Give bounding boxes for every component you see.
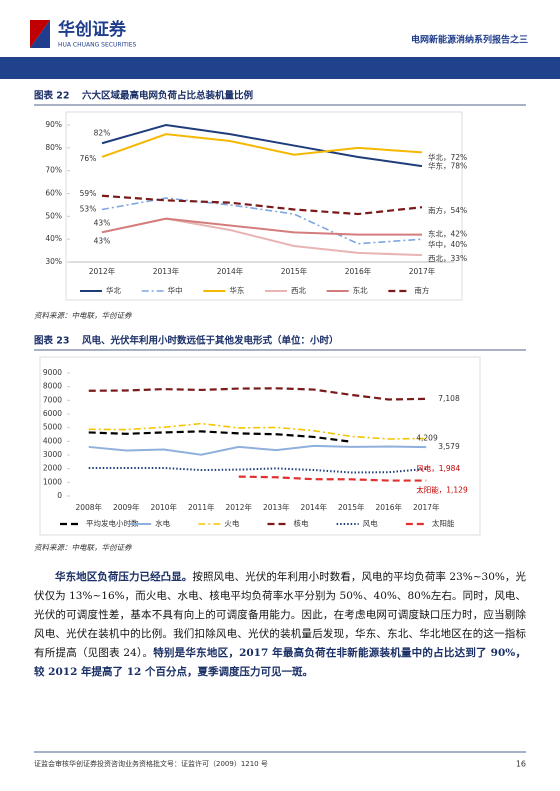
data-label: 4,209 (416, 433, 438, 442)
logo-mark (30, 20, 50, 48)
x-tick-label: 2015年 (338, 502, 365, 512)
y-tick-label: 50% (45, 211, 62, 220)
legend-label: 核电 (294, 518, 309, 528)
x-tick-label: 2017年 (413, 502, 440, 512)
legend-label: 风电 (363, 518, 378, 528)
y-tick-label: 6000 (43, 409, 62, 418)
text-run: 按照风电、光伏的年利用小时数看，风电的平均负荷率 23%~30%，光伏仅为 13… (34, 571, 526, 659)
y-tick-label: 1000 (43, 477, 62, 486)
x-tick-label: 2014年 (217, 266, 244, 276)
chart-frame (65, 111, 463, 301)
page-number: 16 (516, 760, 526, 769)
x-tick-label: 2008年 (75, 502, 102, 512)
data-label: 华中，40% (428, 239, 467, 249)
source: 资料来源：中电联，华创证券 (34, 311, 132, 320)
series-line (101, 133, 423, 158)
y-tick-label: 3000 (43, 450, 62, 459)
logo-en: HUA CHUANG SECURITIES (58, 42, 137, 49)
legend-label: 太阳能 (432, 518, 455, 528)
x-tick-label: 2012年 (89, 266, 116, 276)
x-tick-label: 2013年 (153, 266, 180, 276)
data-label: 76% (80, 154, 97, 163)
y-tick-label: 0 (57, 491, 62, 500)
data-label: 53% (80, 204, 97, 213)
y-tick-label: 40% (45, 234, 62, 243)
series-line (101, 217, 422, 236)
series-line (101, 123, 423, 168)
y-tick-label: 8000 (43, 382, 62, 391)
source: 资料来源：中电联，华创证券 (34, 543, 132, 552)
series-line (88, 387, 427, 401)
text-run: 华东地区负荷压力已经凸显。 (55, 571, 193, 583)
y-tick-label: 60% (45, 189, 62, 198)
figure-label: 图表 22 (34, 90, 70, 102)
data-label: 7,108 (438, 394, 460, 403)
series-line (88, 430, 352, 443)
x-tick-label: 2013年 (263, 502, 290, 512)
y-tick-label: 9000 (43, 368, 62, 377)
footer-license: 证监会审核华创证券投资咨询业务资格批文号：证监许可（2009）1210 号 (34, 759, 268, 768)
y-tick-label: 4000 (43, 436, 62, 445)
series-line (101, 194, 423, 216)
legend-label: 东北 (353, 285, 368, 295)
legend-label: 平均发电小时数 (86, 518, 139, 528)
y-tick-label: 5000 (43, 423, 62, 432)
data-label: 南方，54% (428, 205, 467, 215)
y-tick-label: 70% (45, 166, 62, 175)
data-label: 59% (80, 189, 97, 198)
x-tick-label: 2016年 (345, 266, 372, 276)
x-tick-label: 2009年 (113, 502, 140, 512)
data-label: 82% (94, 128, 111, 137)
data-label: 43% (94, 218, 111, 227)
figure-title: 风电、光伏年利用小时数远低于其他发电形式（单位：小时） (82, 335, 339, 347)
x-tick-label: 2015年 (281, 266, 308, 276)
legend-label: 火电 (224, 518, 239, 528)
y-tick-label: 30% (45, 257, 62, 266)
x-tick-label: 2011年 (188, 502, 215, 512)
figure-label: 图表 23 (34, 335, 70, 347)
body-paragraph: 华东地区负荷压力已经凸显。按照风电、光伏的年利用小时数看，风电的平均负荷率 23… (34, 568, 526, 682)
text-run: 特别是华东地区，2017 年最高负荷在非新能源装机量中的占比达到了 90%，较 … (34, 647, 526, 678)
logo-text: 华创证券 (58, 19, 127, 40)
figure-title: 六大区域最高电网负荷占比总装机量比例 (82, 90, 253, 102)
x-tick-label: 2012年 (225, 502, 252, 512)
legend-label: 华北 (106, 285, 121, 295)
legend-label: 西北 (291, 286, 306, 295)
x-tick-label: 2016年 (375, 502, 402, 512)
x-tick-label: 2017年 (409, 266, 436, 276)
legend-label: 华中 (168, 285, 183, 295)
data-label: 华东，78% (428, 160, 467, 170)
legend-label: 水电 (155, 518, 170, 528)
chart-frame (39, 356, 481, 536)
header-band (0, 57, 560, 79)
y-tick-label: 80% (45, 143, 62, 152)
series-line (88, 466, 427, 474)
data-label: 东北，42% (428, 229, 467, 239)
series-line (88, 444, 427, 456)
data-label: 3,579 (438, 442, 460, 451)
series-line (238, 475, 427, 482)
series-line (101, 217, 423, 257)
x-tick-label: 2014年 (300, 502, 327, 512)
series-line (101, 197, 423, 245)
report-series: 电网新能源消纳系列报告之三 (411, 34, 528, 46)
legend-label: 南方 (414, 285, 429, 295)
y-tick-label: 2000 (43, 464, 62, 473)
data-label: 西北，33% (428, 254, 467, 263)
series-line (88, 422, 427, 440)
legend-label: 华东 (229, 285, 244, 295)
data-label: 43% (94, 236, 111, 245)
data-label: 风电，1,984 (416, 463, 460, 473)
y-tick-label: 7000 (43, 395, 62, 404)
data-label: 太阳能，1,129 (416, 485, 468, 495)
data-label: 华北，72% (428, 152, 467, 162)
y-tick-label: 90% (45, 120, 62, 129)
x-tick-label: 2010年 (150, 502, 177, 512)
